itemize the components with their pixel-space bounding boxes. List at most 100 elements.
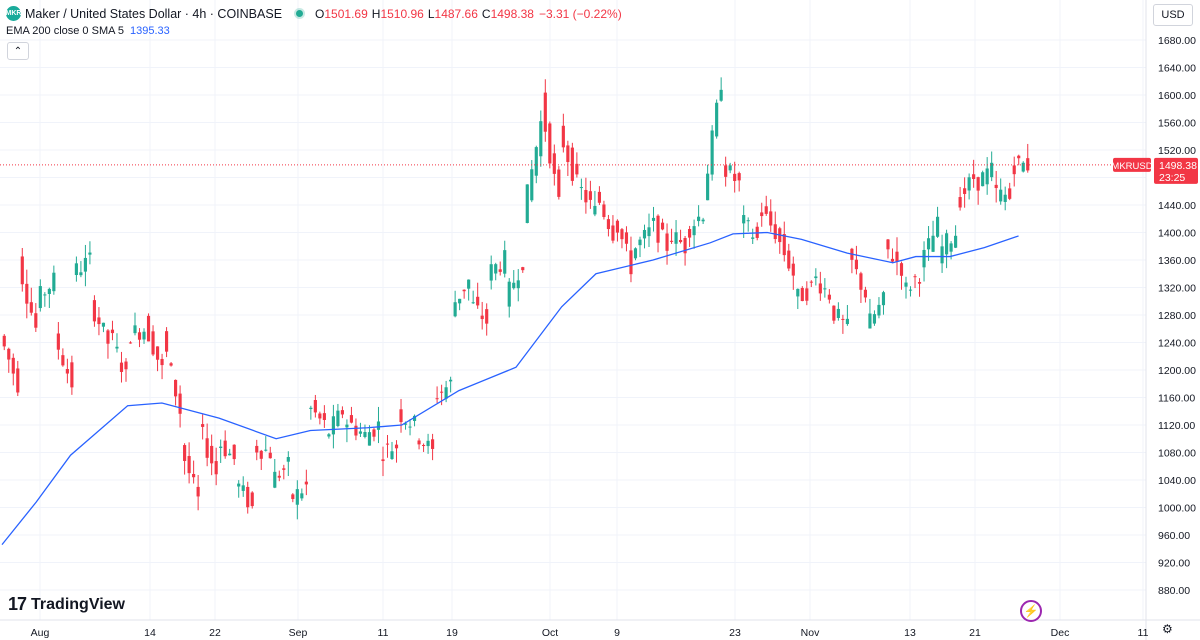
candle-body [381,459,385,462]
candle-body [219,446,223,448]
candle-body [787,250,791,269]
candle-body [367,432,372,446]
candle-body [223,440,227,457]
gear-icon[interactable]: ⚙ [1162,622,1173,636]
candle-body [949,243,953,252]
candle-body [354,425,358,436]
candle-body [963,188,967,194]
candle-body [954,235,958,248]
market-status-dot [296,10,304,17]
collapse-legend-button[interactable]: ⌃ [7,42,29,60]
price-axis-label: 1320.00 [1158,283,1196,295]
candle-body [376,421,381,430]
candle-body [327,434,331,437]
lightning-icon[interactable]: ⚡ [1020,600,1042,622]
price-axis-label: 1200.00 [1158,365,1196,377]
candle-body [521,267,525,271]
candle-body [512,282,516,289]
candle-body [363,431,367,437]
price-axis-label: 1360.00 [1158,255,1196,267]
candle-body [214,461,218,475]
candle-body [908,289,913,291]
candle-body [399,409,403,423]
candle-body [728,165,732,171]
candle-body [742,215,746,224]
candle-body [584,189,588,203]
open-label: O [315,6,325,21]
last-price-tag [1154,157,1198,184]
candle-body [769,211,773,226]
candle-body [841,318,845,320]
candle-body [507,281,511,307]
indicator-name: EMA 200 close 0 SMA 5 [6,25,125,37]
candle-body [458,298,462,304]
candle-body [74,263,78,276]
candle-body [593,205,597,215]
candle-body [845,318,849,325]
candle-body [61,355,65,366]
candle-body [692,226,696,236]
indicator-legend[interactable]: EMA 200 close 0 SMA 5 1395.33 [6,25,170,37]
currency-button[interactable]: USD [1153,4,1193,26]
candle-body [976,177,980,191]
candle-body [403,423,408,425]
candle-body [192,473,196,478]
candle-body [485,309,489,324]
low-label: L [427,6,435,21]
candle-body [570,147,574,181]
candle-body [796,288,800,297]
candle-body [827,294,831,300]
candle-body [1008,188,1012,199]
candle-body [674,232,678,244]
candle-body [196,486,200,497]
candle-body [1026,158,1030,171]
candle-body [358,431,363,434]
candle-body [20,256,24,285]
price-axis-label: 1000.00 [1158,503,1196,515]
price-axis-label: 1560.00 [1158,118,1196,130]
candle-body [935,216,940,237]
candle-body [318,413,322,419]
price-axis-label: 1120.00 [1158,420,1195,432]
candle-body [88,252,92,255]
price-axis-label: 960.00 [1158,530,1190,542]
candle-body [417,440,421,445]
candle-body [313,400,317,413]
time-axis-label: 11 [378,627,389,639]
candle-body [642,229,647,239]
candle-body [999,189,1003,202]
candle-body [322,413,326,420]
candle-body [160,358,164,366]
candle-body [588,191,592,200]
time-axis-label: Nov [801,627,820,639]
time-axis-label: 14 [144,627,156,639]
candle-body [210,445,214,464]
candle-body [710,130,714,175]
candle-body [615,220,620,233]
candle-body [47,288,51,294]
candle-body [137,332,142,340]
candle-body [701,219,705,222]
candle-body [70,362,74,388]
candle-body [2,335,6,347]
candle-body [706,173,710,201]
candle-body [449,379,453,382]
candle-body [683,238,687,254]
candle-body [985,168,989,185]
candle-body [56,333,60,350]
candle-body [183,445,187,461]
candle-body [264,449,268,451]
symbol-title[interactable]: Maker / United States Dollar · 4h · COIN… [25,6,283,21]
tradingview-logo[interactable]: 17 TradingView [8,594,125,615]
candle-body [561,125,565,148]
time-axis-label: Sep [289,627,308,639]
candle-body [480,315,484,320]
candle-body [832,305,836,321]
candle-body [724,165,728,177]
candle-body [435,398,439,400]
candle-body [65,369,69,374]
symbol-logo: MKR [6,6,21,21]
candle-body [291,494,295,500]
candle-body [201,424,205,427]
